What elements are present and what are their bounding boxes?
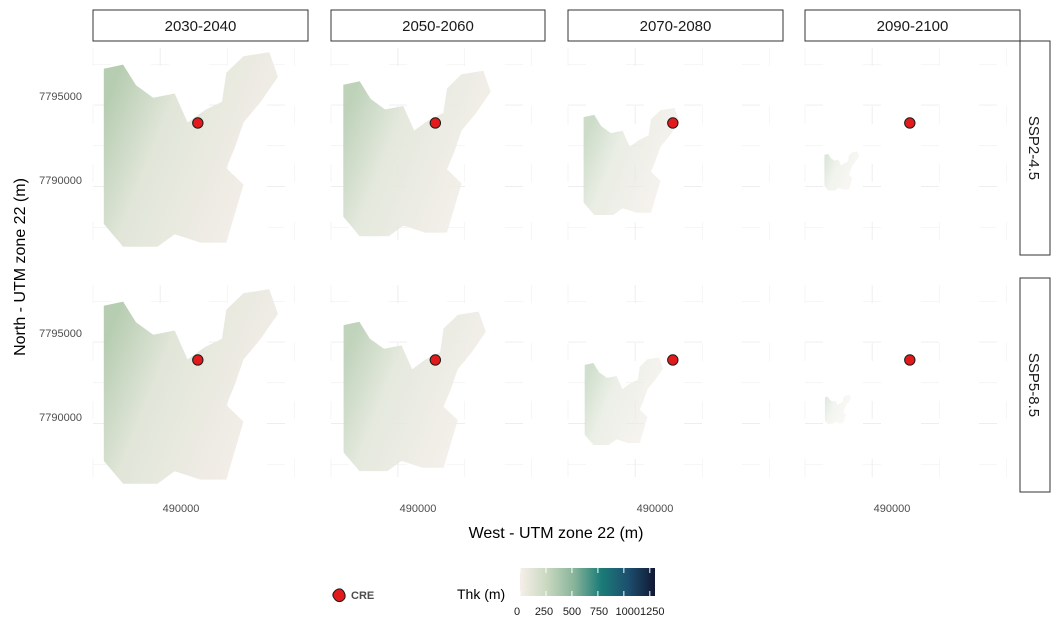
cre-point [667, 354, 679, 366]
cre-point [667, 117, 679, 129]
panel-r1-c2 [330, 48, 545, 255]
ice-thickness-raster [583, 108, 680, 215]
x-tick-490000-col4: 490000 [874, 503, 911, 515]
ice-thickness-rasters [103, 52, 860, 484]
cre-points [192, 117, 916, 366]
panel-r2-c2 [330, 285, 545, 492]
x-tick-490000-col1: 490000 [163, 503, 200, 515]
legend-break-0: 0 [514, 606, 520, 618]
column-strips: 2030-2040 2050-2060 2070-2080 2090-2100 [92, 9, 1021, 42]
strip-ssp5-8-5: SSP5-8.5 [1025, 353, 1042, 417]
thickness-legend: Thk (m) 0 250 500 750 10001250 [457, 568, 664, 618]
row-strips: SSP2-4.5 SSP5-8.5 [1019, 40, 1051, 493]
ice-thickness-raster [103, 289, 278, 484]
thickness-legend-title: Thk (m) [457, 586, 505, 602]
ice-thickness-raster [824, 394, 851, 424]
thickness-colorbar [520, 568, 655, 596]
ice-thickness-raster [584, 357, 663, 445]
y-axis-title: North - UTM zone 22 (m) [12, 178, 29, 356]
panel-r2-c4 [804, 285, 1020, 492]
legend-break-500: 500 [563, 606, 581, 618]
x-axis-title: West - UTM zone 22 (m) [469, 525, 644, 542]
x-tick-labels: 490000 490000 490000 490000 [163, 503, 911, 515]
ice-thickness-raster [824, 151, 860, 191]
legend-break-1000-1250: 10001250 [616, 606, 665, 618]
x-tick-490000-col2: 490000 [400, 503, 437, 515]
cre-point [192, 117, 204, 129]
cre-legend-label: CRE [351, 590, 374, 602]
y-tick-7795000-bottom: 7795000 [39, 328, 82, 340]
cre-legend-marker [332, 588, 346, 603]
y-tick-7790000-top: 7790000 [39, 175, 82, 187]
panel-r1-c4 [804, 48, 1020, 255]
y-tick-labels: 7795000 7790000 7795000 7790000 [39, 91, 82, 424]
ice-thickness-raster [103, 52, 278, 247]
colorbar-ticks [519, 568, 651, 596]
strip-2030-2040: 2030-2040 [165, 18, 237, 35]
cre-point [904, 354, 916, 366]
strip-ssp2-4-5: SSP2-4.5 [1025, 116, 1042, 180]
panel-r2-c3 [567, 285, 783, 492]
grid-lines [92, 48, 1020, 492]
cre-point [904, 117, 916, 129]
y-tick-7795000-top: 7795000 [39, 91, 82, 103]
strip-2090-2100: 2090-2100 [877, 18, 949, 35]
y-tick-7790000-bottom: 7790000 [39, 412, 82, 424]
ice-thickness-raster [343, 311, 486, 472]
ice-thickness-raster [343, 70, 491, 237]
panel-r1-c3 [567, 48, 783, 255]
cre-point [192, 354, 204, 366]
strip-2070-2080: 2070-2080 [640, 18, 712, 35]
strip-2050-2060: 2050-2060 [402, 18, 474, 35]
point-legend: CRE [332, 588, 374, 603]
legend-break-250: 250 [535, 606, 553, 618]
cre-point [429, 354, 442, 366]
cre-point [429, 117, 442, 129]
x-tick-490000-col3: 490000 [637, 503, 674, 515]
legend-break-750: 750 [590, 606, 608, 618]
